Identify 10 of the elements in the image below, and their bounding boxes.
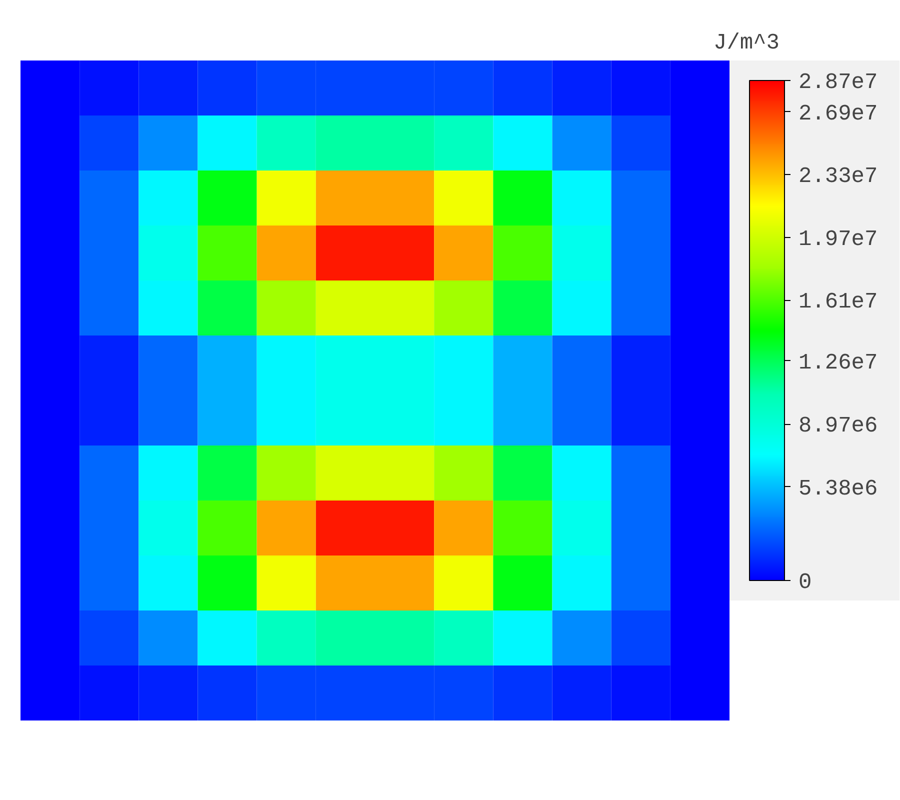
color-bar-label: 2.69e7 <box>798 101 878 126</box>
color-bar-label: 1.26e7 <box>798 350 878 376</box>
color-bar-label: 2.33e7 <box>798 164 878 190</box>
color-bar-label: 2.87e7 <box>798 70 878 95</box>
color-bar-title: J/m^3 <box>713 30 780 56</box>
color-bar-label: 0 <box>798 570 812 595</box>
color-bar-label: 5.38e6 <box>798 476 878 502</box>
color-bar-label: 1.61e7 <box>798 290 878 315</box>
color-bar-label: 1.97e7 <box>798 226 878 252</box>
color-bar-label: 8.97e6 <box>798 414 878 439</box>
